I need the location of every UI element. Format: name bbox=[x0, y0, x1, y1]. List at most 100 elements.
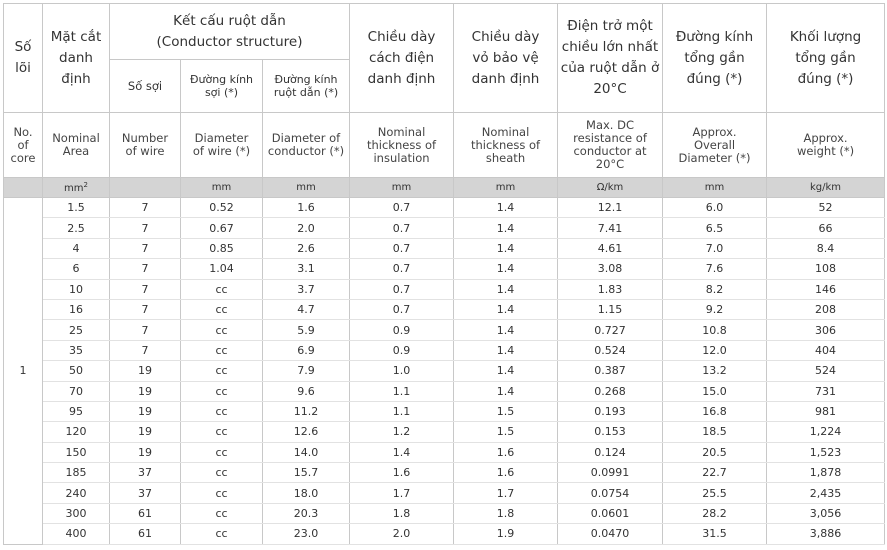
header-en-overall-dia: Approx. Overall Diameter (*) bbox=[662, 112, 768, 178]
cell-ins: 0.7 bbox=[349, 196, 455, 219]
cell-od: 8.2 bbox=[662, 278, 768, 300]
cell-wires: 61 bbox=[109, 523, 181, 545]
cell-dc: 2.0 bbox=[261, 217, 351, 239]
cell-wt: 731 bbox=[766, 380, 886, 402]
cell-od: 16.8 bbox=[662, 400, 768, 423]
unit-resistance: Ω/km bbox=[557, 177, 664, 198]
cell-wires: 19 bbox=[109, 421, 181, 443]
cell-area: 4 bbox=[42, 237, 110, 260]
cell-wt: 2,435 bbox=[766, 482, 886, 504]
cell-sh: 1.4 bbox=[453, 278, 559, 300]
table-row: 50 19 cc 7.9 1.0 1.4 0.387 13.2 524 bbox=[4, 360, 886, 382]
table-row: 70 19 cc 9.6 1.1 1.4 0.268 15.0 731 bbox=[4, 380, 886, 402]
cell-dc: 23.0 bbox=[261, 523, 351, 545]
cell-od: 6.5 bbox=[662, 217, 768, 239]
cell-ins: 1.1 bbox=[349, 400, 455, 423]
header-en-resistance: Max. DC resistance of conductor at 20°C bbox=[557, 112, 664, 178]
table-row: 400 61 cc 23.0 2.0 1.9 0.0470 31.5 3,886 bbox=[4, 523, 886, 545]
header-so-soi: Số sợi bbox=[109, 59, 181, 113]
table-row: 10 7 cc 3.7 0.7 1.4 1.83 8.2 146 bbox=[4, 278, 886, 300]
cell-dc: 1.6 bbox=[261, 196, 351, 219]
cell-area: 150 bbox=[42, 441, 110, 464]
cell-wires: 19 bbox=[109, 441, 181, 464]
cell-wt: 3,056 bbox=[766, 502, 886, 525]
cell-wt: 3,886 bbox=[766, 523, 886, 545]
cell-dc: 7.9 bbox=[261, 360, 351, 382]
cable-spec-table: Số lõi Mặt cắt danh định Kết cấu ruột dẫ… bbox=[3, 3, 886, 545]
cell-od: 7.0 bbox=[662, 237, 768, 260]
cell-dw: cc bbox=[180, 421, 263, 443]
cell-wt: 208 bbox=[766, 298, 886, 321]
cell-area: 1.5 bbox=[42, 196, 110, 219]
cell-sh: 1.4 bbox=[453, 196, 559, 219]
cell-area: 70 bbox=[42, 380, 110, 402]
header-en-area: Nominal Area bbox=[42, 112, 110, 178]
cell-dw: cc bbox=[180, 278, 263, 300]
cell-res: 0.0991 bbox=[557, 462, 664, 484]
cell-wt: 404 bbox=[766, 339, 886, 362]
cell-wires: 7 bbox=[109, 339, 181, 362]
cell-dw: cc bbox=[180, 400, 263, 423]
cell-ins: 1.8 bbox=[349, 502, 455, 525]
table-row: 300 61 cc 20.3 1.8 1.8 0.0601 28.2 3,056 bbox=[4, 502, 886, 525]
cell-sh: 1.4 bbox=[453, 217, 559, 239]
cell-sh: 1.4 bbox=[453, 380, 559, 402]
cell-res: 0.387 bbox=[557, 360, 664, 382]
cell-dc: 6.9 bbox=[261, 339, 351, 362]
cell-wt: 981 bbox=[766, 400, 886, 423]
cell-dc: 18.0 bbox=[261, 482, 351, 504]
cell-ins: 0.7 bbox=[349, 237, 455, 260]
cell-wires: 7 bbox=[109, 217, 181, 239]
cell-od: 12.0 bbox=[662, 339, 768, 362]
cell-dw: cc bbox=[180, 462, 263, 484]
table-row: 240 37 cc 18.0 1.7 1.7 0.0754 25.5 2,435 bbox=[4, 482, 886, 504]
cell-ins: 1.2 bbox=[349, 421, 455, 443]
cell-dc: 12.6 bbox=[261, 421, 351, 443]
table-row: 120 19 cc 12.6 1.2 1.5 0.153 18.5 1,224 bbox=[4, 421, 886, 443]
cell-wires: 7 bbox=[109, 237, 181, 260]
cell-wt: 52 bbox=[766, 196, 886, 219]
cell-area: 50 bbox=[42, 360, 110, 382]
cell-sh: 1.4 bbox=[453, 298, 559, 321]
cell-wires: 7 bbox=[109, 196, 181, 219]
cell-dw: 0.85 bbox=[180, 237, 263, 260]
cell-wt: 1,878 bbox=[766, 462, 886, 484]
cell-od: 15.0 bbox=[662, 380, 768, 402]
cell-res: 0.268 bbox=[557, 380, 664, 402]
cell-od: 9.2 bbox=[662, 298, 768, 321]
cell-ins: 0.9 bbox=[349, 339, 455, 362]
table-row: 2.5 7 0.67 2.0 0.7 1.4 7.41 6.5 66 bbox=[4, 217, 886, 239]
header-ket-cau: Kết cấu ruột dẫn (Conductor structure) bbox=[108, 3, 351, 60]
cell-wt: 524 bbox=[766, 360, 886, 382]
cell-dw: 0.67 bbox=[180, 217, 263, 239]
cell-sh: 1.5 bbox=[453, 421, 559, 443]
cell-area: 25 bbox=[42, 319, 110, 341]
cell-res: 1.15 bbox=[557, 298, 664, 321]
cell-res: 0.727 bbox=[557, 319, 664, 341]
cell-sh: 1.7 bbox=[453, 482, 559, 504]
cell-sh: 1.4 bbox=[453, 360, 559, 382]
cell-ins: 1.0 bbox=[349, 360, 455, 382]
header-duong-kinh-tong: Đường kính tổng gần đúng (*) bbox=[662, 3, 768, 113]
cell-dw: cc bbox=[180, 360, 263, 382]
header-day-vo: Chiều dày vỏ bảo vệ danh định bbox=[453, 3, 559, 113]
cell-sh: 1.6 bbox=[453, 441, 559, 464]
table-row: 4 7 0.85 2.6 0.7 1.4 4.61 7.0 8.4 bbox=[4, 237, 886, 260]
header-day-cach-dien: Chiều dày cách điện danh định bbox=[349, 3, 455, 113]
core-count-cell: 1 bbox=[3, 197, 43, 545]
cell-area: 240 bbox=[42, 482, 110, 504]
cell-wires: 19 bbox=[109, 360, 181, 382]
cell-dw: cc bbox=[180, 441, 263, 464]
cell-dc: 5.9 bbox=[261, 319, 351, 341]
cell-od: 6.0 bbox=[662, 196, 768, 219]
cell-ins: 1.7 bbox=[349, 482, 455, 504]
cell-ins: 0.7 bbox=[349, 298, 455, 321]
unit-thk-sheath: mm bbox=[453, 177, 559, 198]
cell-res: 4.61 bbox=[557, 237, 664, 260]
header-en-no-core: No. of core bbox=[3, 112, 43, 178]
cell-od: 7.6 bbox=[662, 258, 768, 280]
cell-wires: 37 bbox=[109, 482, 181, 504]
cell-res: 1.83 bbox=[557, 278, 664, 300]
header-mat-cat: Mặt cắt danh định bbox=[42, 3, 110, 113]
cell-area: 95 bbox=[42, 400, 110, 423]
